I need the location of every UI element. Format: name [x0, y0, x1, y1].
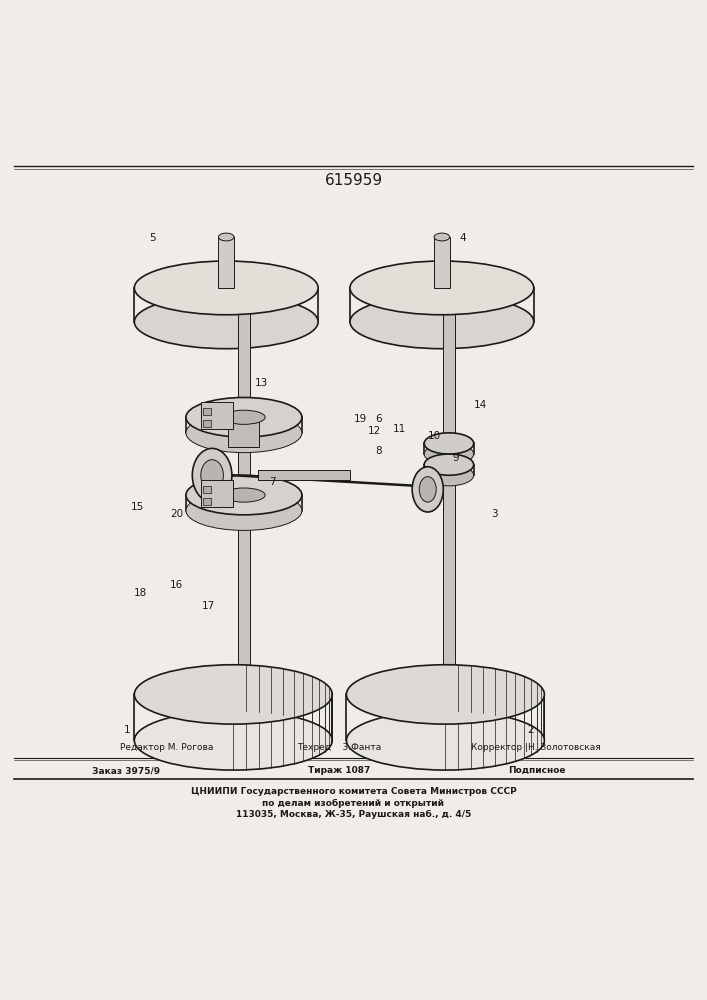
Text: Подписное: Подписное — [508, 766, 566, 775]
Ellipse shape — [134, 295, 318, 349]
Ellipse shape — [192, 448, 232, 502]
Ellipse shape — [186, 491, 302, 530]
Bar — [201, 402, 233, 429]
Text: 5: 5 — [148, 233, 156, 243]
Text: Техред    3.Фанта: Техред 3.Фанта — [297, 743, 382, 752]
Ellipse shape — [201, 460, 223, 491]
Ellipse shape — [134, 711, 332, 770]
Text: 7: 7 — [269, 477, 276, 487]
Bar — [228, 412, 259, 447]
Ellipse shape — [350, 295, 534, 349]
Bar — [203, 498, 211, 505]
Text: 15: 15 — [132, 502, 144, 512]
Text: 113035, Москва, Ж-35, Раушская наб., д. 4/5: 113035, Москва, Ж-35, Раушская наб., д. … — [236, 810, 471, 819]
Ellipse shape — [346, 711, 544, 770]
Text: Тираж 1087: Тираж 1087 — [308, 766, 370, 775]
Text: 615959: 615959 — [325, 173, 382, 188]
Bar — [258, 470, 350, 480]
Ellipse shape — [134, 665, 332, 724]
Ellipse shape — [434, 233, 450, 241]
Ellipse shape — [424, 433, 474, 454]
Bar — [203, 420, 211, 427]
Text: по делам изобретений и открытий: по делам изобретений и открытий — [262, 799, 445, 808]
Ellipse shape — [186, 413, 302, 453]
Text: 16: 16 — [170, 580, 183, 590]
Text: 14: 14 — [474, 400, 487, 410]
Text: 3: 3 — [491, 509, 498, 519]
Bar — [203, 486, 211, 493]
Ellipse shape — [186, 475, 302, 515]
Text: 19: 19 — [354, 414, 367, 424]
Text: 10: 10 — [428, 431, 441, 441]
Text: 6: 6 — [375, 414, 382, 424]
Bar — [203, 408, 211, 415]
Ellipse shape — [419, 477, 436, 502]
Text: 8: 8 — [375, 446, 382, 456]
Text: 9: 9 — [452, 453, 460, 463]
Text: Заказ 3975/9: Заказ 3975/9 — [92, 766, 160, 775]
Ellipse shape — [134, 261, 318, 315]
Bar — [218, 237, 234, 288]
Bar — [238, 301, 250, 694]
Text: Корректор |Н. Золотовская: Корректор |Н. Золотовская — [471, 743, 601, 752]
Text: 17: 17 — [202, 601, 215, 611]
Ellipse shape — [412, 467, 443, 512]
Bar — [201, 480, 233, 507]
Ellipse shape — [223, 410, 265, 424]
Text: 1: 1 — [124, 725, 131, 735]
Text: 20: 20 — [170, 509, 183, 519]
Text: 4: 4 — [460, 233, 467, 243]
Bar — [434, 237, 450, 288]
Bar — [443, 301, 455, 694]
Text: 13: 13 — [255, 378, 268, 388]
Ellipse shape — [218, 233, 234, 241]
Ellipse shape — [186, 397, 302, 437]
Text: ЦНИИПИ Государственного комитета Совета Министров СССР: ЦНИИПИ Государственного комитета Совета … — [191, 787, 516, 796]
Ellipse shape — [424, 465, 474, 486]
Text: Редактор М. Рогова: Редактор М. Рогова — [120, 743, 214, 752]
Text: 12: 12 — [368, 426, 381, 436]
Ellipse shape — [424, 443, 474, 465]
Ellipse shape — [223, 488, 265, 502]
Ellipse shape — [350, 261, 534, 315]
Text: 2: 2 — [527, 725, 534, 735]
Text: 18: 18 — [134, 588, 146, 598]
Text: 11: 11 — [393, 424, 406, 434]
Ellipse shape — [346, 665, 544, 724]
Ellipse shape — [424, 454, 474, 475]
